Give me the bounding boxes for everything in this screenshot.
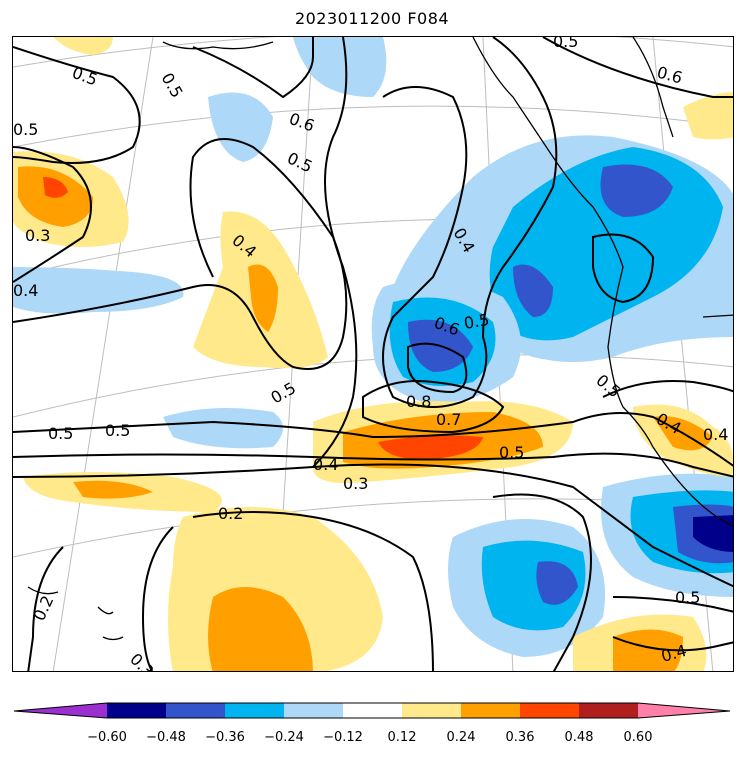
contour-label: 0.5 [284,148,315,176]
contour-label: 0.5 [592,371,624,402]
colorbar-tick-label: −0.48 [146,730,186,745]
contour-label: 0.5 [70,63,100,90]
colorbar-strip [13,702,731,719]
shade-region-nw-light [208,92,273,162]
negative-anomaly-fields [13,37,733,657]
shade-region-inland-orange [248,264,278,332]
contour-label: 0.4 [313,455,338,474]
contour-label: 0.5 [105,421,130,440]
map-canvas: 0.5 0.5 0.5 0.6 0.5 0.3 0.4 0.4 0.4 0.6 … [13,37,733,672]
contour-label: 0.5 [158,70,187,102]
colorbar-extend-left [14,703,107,718]
shade-region-ne-dark2 [513,264,553,317]
shade-region-sw-orange [73,480,153,499]
shade-region-ne-dark [600,164,673,217]
shade-region-north-light [293,37,387,97]
contour-label: 0.5 [499,443,524,462]
colorbar-segment [579,703,638,718]
contour-label: 0.5 [553,37,578,51]
colorbar-tick-label: 0.48 [564,730,594,745]
contour-label: 0.5 [13,120,38,139]
contour-labels: 0.5 0.5 0.5 0.6 0.5 0.3 0.4 0.4 0.4 0.6 … [13,37,728,672]
colorbar-tick-label: 0.12 [387,730,417,745]
shade-region-se-mid [481,540,586,631]
colorbar-extend-right [638,703,730,718]
colorbar-tick-label: 0.24 [446,730,476,745]
colorbar-segment [402,703,461,718]
colorbar-segment [284,703,343,718]
plot-title: 2023011200 F084 [294,9,450,28]
colorbar-tick-label: 0.36 [505,730,535,745]
shade-region-nw-red [43,177,68,198]
contour-label: 0.3 [126,649,157,672]
colorbar-segment [461,703,520,718]
contour-lines [13,37,733,671]
contour-label: 0.4 [13,281,38,300]
contour-label: 0.8 [406,392,431,411]
shade-region-e-darkest [693,515,733,552]
colorbar-tick-label: −0.12 [323,730,363,745]
contour-label: 0.6 [287,109,317,136]
contour-label: 0.7 [436,410,461,429]
contour-label: 0.5 [675,588,700,607]
colorbar: −0.60 −0.48 −0.36 −0.24 −0.12 0.12 0.24 … [0,700,744,757]
coastlines [27,37,733,641]
contour-label: 0.5 [462,310,490,333]
colorbar-tick-label: −0.36 [205,730,245,745]
shade-region-se-orange [613,629,683,671]
shade-region-ne-yellow [683,92,733,140]
contour-label: 0.2 [218,504,243,523]
contour-label: 0.5 [268,378,300,407]
colorbar-segment [520,703,579,718]
positive-anomaly-fields [13,37,733,671]
colorbar-tick-label: −0.60 [87,730,127,745]
shade-region-w-yellow2 [53,37,113,55]
contour-label: 0.3 [25,226,50,245]
contour-label: 0.3 [343,474,368,493]
colorbar-segment [166,703,225,718]
colorbar-tick-label: 0.60 [623,730,653,745]
contour-label: 0.5 [48,424,73,443]
shade-region-west-light [13,267,184,314]
colorbar-outline [13,702,731,719]
colorbar-segment [225,703,284,718]
shade-region-south-orange [208,587,313,671]
colorbar-tick-label: −0.24 [264,730,304,745]
colorbar-segment [343,703,402,718]
contour-label: 0.4 [703,425,728,444]
shade-region-center-red [378,435,483,460]
shade-region-se-dark [536,561,578,605]
colorbar-segment [107,703,166,718]
shade-region-mid-light [163,408,283,449]
map-panel: 0.5 0.5 0.5 0.6 0.5 0.3 0.4 0.4 0.4 0.6 … [12,36,734,672]
